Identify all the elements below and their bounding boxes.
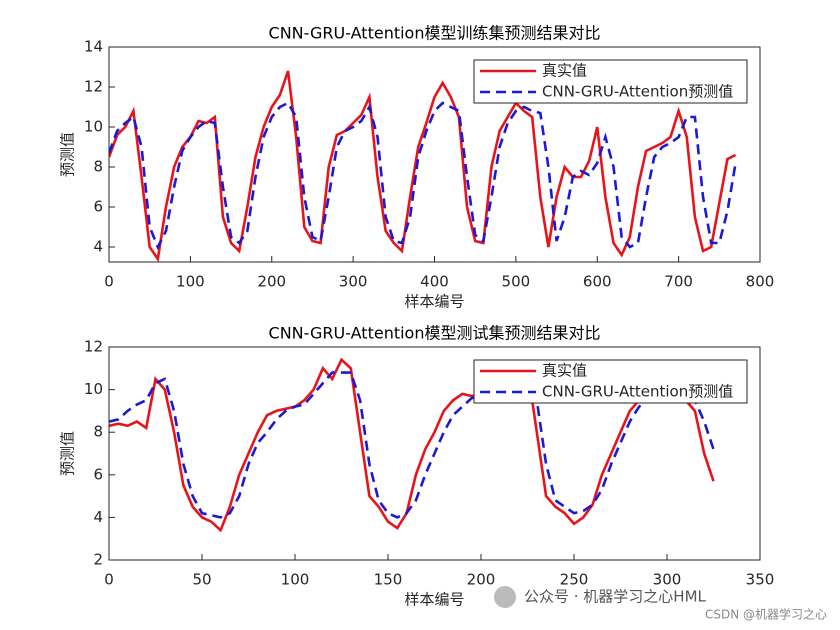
x-axis-label: 样本编号 bbox=[404, 293, 464, 311]
legend-label: 真实值 bbox=[542, 62, 587, 80]
y-tick-label: 10 bbox=[84, 380, 103, 398]
legend-box bbox=[473, 359, 748, 404]
axes: CNN-GRU-Attention模型测试集预测结果对比 0 50 100 150 200… bbox=[59, 324, 775, 609]
chart-title: CNN-GRU-Attention模型训练集预测结果对比 bbox=[269, 24, 601, 43]
y-tick-label: 6 bbox=[93, 465, 103, 483]
x-tick-label: 300 bbox=[339, 273, 368, 291]
legend: 真实值 CNN-GRU-Attention预测值 bbox=[473, 359, 748, 404]
x-tick-label: 250 bbox=[560, 571, 589, 589]
x-tick-label: 500 bbox=[502, 273, 531, 291]
y-tick-label: 2 bbox=[93, 551, 103, 569]
x-tick-label: 0 bbox=[104, 273, 114, 291]
legend-label: 真实值 bbox=[542, 362, 587, 380]
axes-box bbox=[108, 346, 761, 561]
x-tick-label: 300 bbox=[653, 571, 682, 589]
watermark-icon bbox=[494, 586, 516, 608]
x-tick-label: 200 bbox=[257, 273, 286, 291]
x-tick-label: 0 bbox=[104, 571, 114, 589]
series-line bbox=[109, 70, 737, 262]
series-line bbox=[109, 357, 715, 533]
x-tick-label: 100 bbox=[176, 273, 205, 291]
x-tick-label: 200 bbox=[467, 571, 496, 589]
axes-box bbox=[108, 46, 761, 263]
y-tick-label: 8 bbox=[93, 423, 103, 441]
legend-box bbox=[473, 59, 748, 104]
y-tick-label: 14 bbox=[84, 38, 103, 56]
y-tick-label: 4 bbox=[93, 238, 103, 256]
y-tick-label: 10 bbox=[84, 118, 103, 136]
chart-title: CNN-GRU-Attention模型测试集预测结果对比 bbox=[269, 324, 601, 343]
x-tick-label: 100 bbox=[281, 571, 310, 589]
axes: CNN-GRU-Attention模型训练集预测结果对比 0 100 200 300 40… bbox=[59, 24, 775, 311]
y-tick-label: 8 bbox=[93, 158, 103, 176]
x-axis-label: 样本编号 bbox=[404, 591, 464, 609]
y-tick-label: 12 bbox=[84, 338, 103, 356]
series-line bbox=[109, 371, 715, 519]
y-tick-label: 6 bbox=[93, 198, 103, 216]
x-tick-label: 700 bbox=[664, 273, 693, 291]
y-axis-label: 预测值 bbox=[59, 132, 77, 177]
legend-label: CNN-GRU-Attention预测值 bbox=[542, 83, 733, 101]
series-line bbox=[109, 101, 737, 251]
watermark-text: 公众号 · 机器学习之心HML bbox=[524, 588, 707, 606]
watermark: 公众号 · 机器学习之心HML CSDN @机器学习之心 bbox=[494, 586, 827, 622]
x-tick-label: 800 bbox=[746, 273, 775, 291]
x-tick-label: 50 bbox=[192, 571, 211, 589]
legend-label: CNN-GRU-Attention预测值 bbox=[542, 383, 733, 401]
x-tick-label: 600 bbox=[583, 273, 612, 291]
y-tick-label: 4 bbox=[93, 508, 103, 526]
y-axis-label: 预测值 bbox=[59, 431, 77, 476]
x-tick-label: 400 bbox=[420, 273, 449, 291]
y-tick-label: 12 bbox=[84, 78, 103, 96]
x-tick-label: 350 bbox=[746, 571, 775, 589]
credit-text: CSDN @机器学习之心 bbox=[705, 607, 827, 622]
x-tick-label: 150 bbox=[374, 571, 403, 589]
legend: 真实值 CNN-GRU-Attention预测值 bbox=[473, 59, 748, 104]
